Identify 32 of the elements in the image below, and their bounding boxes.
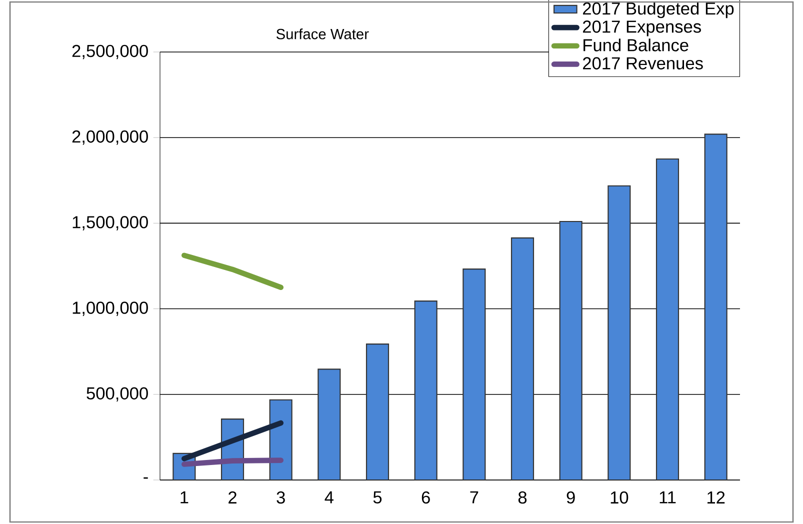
x-tick-label: 2 [228, 491, 236, 504]
x-tick-label: 11 [660, 491, 676, 504]
x-tick-label: 3 [276, 491, 285, 504]
bar [366, 344, 390, 480]
bar [510, 237, 534, 480]
y-tick-label: 1,000,000 [72, 302, 148, 316]
chart-title: Surface Water [276, 28, 369, 40]
x-tick-label: 12 [708, 491, 725, 504]
legend-label: 2017 Budgeted Exp [583, 2, 734, 18]
x-tick-label: 8 [518, 491, 527, 504]
bar [462, 268, 486, 480]
y-tick-label: 2,500,000 [72, 44, 148, 60]
x-tick-label: 6 [422, 491, 430, 504]
bar [559, 220, 582, 480]
y-tick-label: 500,000 [86, 387, 148, 402]
y-tick-label: 1,500,000 [72, 216, 148, 230]
y-tick-label: - [144, 477, 148, 479]
y-tick-label: 2,000,000 [72, 130, 148, 145]
bar [704, 134, 728, 480]
legend-label: Fund Balance [584, 38, 688, 52]
bar [656, 158, 680, 480]
bar [318, 368, 341, 480]
x-tick-label: 4 [324, 491, 334, 504]
legend-label: 2017 Expenses [583, 20, 701, 36]
legend-label: 2017 Revenues [583, 57, 703, 70]
x-tick-label: 9 [566, 491, 575, 504]
x-tick-label: 7 [470, 491, 478, 504]
x-tick-label: 10 [610, 491, 628, 504]
x-tick-label: 1 [180, 491, 188, 504]
bar [608, 185, 631, 480]
bar [414, 300, 438, 480]
x-tick-label: 5 [373, 491, 382, 504]
